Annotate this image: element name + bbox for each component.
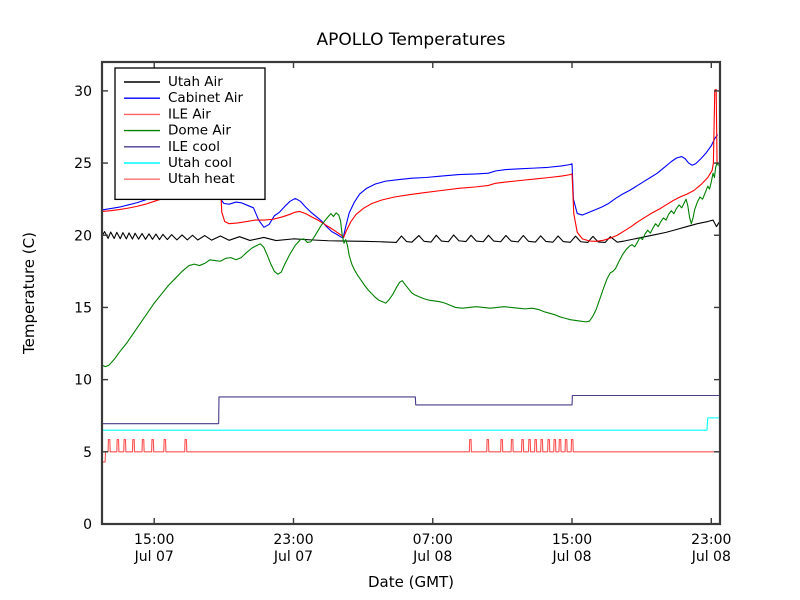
legend-label-utah-air: Utah Air <box>168 74 223 90</box>
series-layer <box>101 88 720 463</box>
x-tick-label-time: 15:00 <box>552 532 592 548</box>
y-tick-label: 25 <box>74 156 92 172</box>
y-axis: 0 5 10 15 20 25 30 <box>74 84 720 533</box>
x-tick-label-time: 07:00 <box>413 532 453 548</box>
legend-label-dome-air: Dome Air <box>168 123 231 139</box>
x-tick-label-date: Jul 08 <box>551 549 591 565</box>
legend-label-utah-cool: Utah cool <box>168 155 232 171</box>
y-tick-label: 20 <box>74 228 92 244</box>
y-tick-label: 30 <box>74 84 92 100</box>
x-axis-label: Date (GMT) <box>368 573 454 591</box>
legend-box <box>114 67 266 201</box>
y-tick-label: 10 <box>74 373 92 389</box>
x-tick-label-date: Jul 07 <box>134 549 174 565</box>
y-tick-label: 5 <box>83 445 92 461</box>
legend-label-cabinet-air: Cabinet Air <box>168 90 243 106</box>
series-line-utah-air <box>101 219 720 244</box>
legend-label-utah-heat: Utah heat <box>168 171 235 187</box>
series-line-utah-cool <box>101 417 720 431</box>
y-axis-label: Temperature (C) <box>20 232 38 355</box>
series-line-ile-cool <box>101 394 720 425</box>
series-line-dome-air <box>101 162 719 368</box>
plot-frame <box>100 60 722 526</box>
x-tick-label-time: 15:00 <box>134 532 174 548</box>
series-line-utah-heat <box>101 438 720 463</box>
y-tick-label: 15 <box>74 300 92 316</box>
x-tick-label-time: 23:00 <box>273 532 313 548</box>
legend-label-ile-cool: ILE cool <box>168 139 220 155</box>
x-tick-label-date: Jul 08 <box>691 549 731 565</box>
page-title: APOLLO Temperatures <box>317 30 506 50</box>
x-tick-label-date: Jul 07 <box>273 549 313 565</box>
x-tick-label-date: Jul 08 <box>412 549 452 565</box>
y-tick-label: 0 <box>83 517 92 533</box>
legend-label-ile-air: ILE Air <box>168 106 211 122</box>
x-tick-label-time: 23:00 <box>691 532 731 548</box>
